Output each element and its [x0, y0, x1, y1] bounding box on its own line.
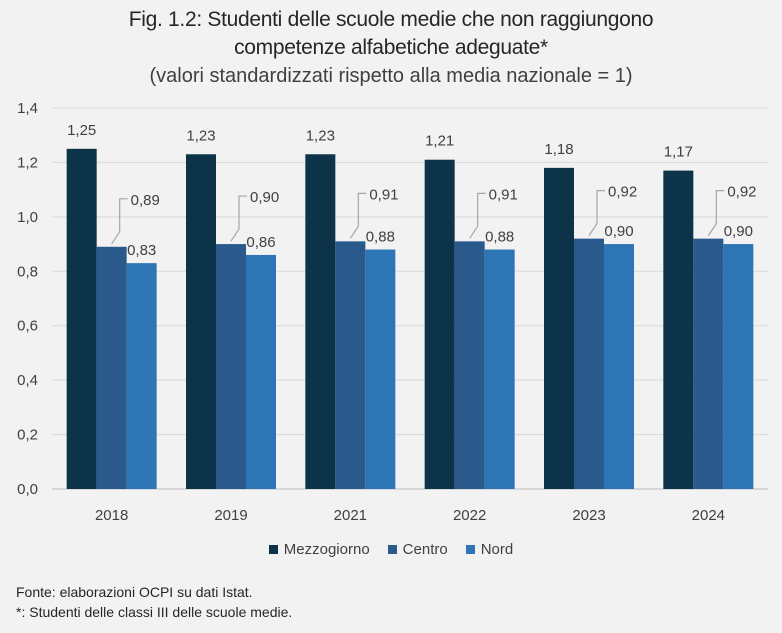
x-tick-label: 2023	[572, 507, 605, 524]
data-label: 1,17	[664, 144, 693, 161]
chart-title: Fig. 1.2: Studenti delle scuole medie ch…	[0, 6, 782, 90]
leader-line	[349, 192, 367, 239]
bar-centro	[335, 241, 366, 489]
bar-centro	[454, 241, 485, 489]
data-label: 1,18	[544, 141, 573, 158]
x-tick-label: 2021	[334, 507, 367, 524]
data-label: 0,88	[366, 229, 395, 246]
leader-line	[707, 190, 725, 236]
bar-centro	[216, 244, 246, 489]
data-label: 0,92	[727, 184, 756, 201]
data-label: 0,89	[131, 192, 160, 209]
y-tick-label: 1,2	[17, 154, 38, 171]
leader-line	[230, 195, 247, 242]
data-label: 1,23	[186, 127, 215, 144]
legend-label: Centro	[402, 541, 448, 558]
leader-line	[469, 192, 486, 239]
bar-mezzogiorno	[544, 167, 574, 489]
y-tick-label: 0,4	[17, 372, 38, 389]
y-tick-label: 0,2	[17, 427, 38, 444]
y-tick-label: 0,6	[17, 318, 38, 335]
y-tick-label: 1,4	[17, 100, 38, 117]
bar-centro	[574, 238, 604, 489]
data-label: 0,90	[724, 223, 753, 240]
bar-nord	[365, 249, 396, 489]
data-label: 0,86	[246, 234, 275, 251]
bar-centro	[693, 238, 724, 489]
bar-mezzogiorno	[66, 148, 97, 490]
bar-nord	[126, 263, 157, 489]
bar-chart: 0,0 0,2 0,4 0,6 0,8 1,0 1,2 1,4 1,25 0,89 0,83 2018…	[17, 100, 768, 524]
x-tick-label: 2018	[95, 507, 128, 524]
data-label: 0,90	[250, 189, 279, 206]
y-tick-label: 0,8	[17, 263, 38, 280]
x-tick-label: 2022	[453, 507, 486, 524]
x-tick-label: 2024	[692, 507, 725, 524]
bar-mezzogiorno	[305, 154, 336, 489]
data-label: 1,23	[306, 127, 335, 144]
data-label: 0,91	[369, 186, 398, 203]
bar-nord	[484, 249, 515, 489]
leader-line	[111, 198, 128, 245]
bar-nord	[723, 244, 754, 489]
footnote: *: Studenti delle classi III delle scuol…	[16, 604, 293, 620]
bar-nord	[604, 244, 634, 489]
bar-nord	[246, 254, 276, 489]
leader-line	[588, 190, 605, 236]
data-label: 0,91	[489, 186, 518, 203]
legend-item: Mezzogiorno	[268, 541, 370, 558]
x-tick-label: 2019	[214, 507, 247, 524]
data-label: 1,21	[425, 133, 454, 150]
data-label: 0,83	[127, 242, 156, 259]
y-tick-label: 0,0	[17, 481, 38, 498]
legend-swatch	[387, 545, 397, 554]
legend-label: Mezzogiorno	[283, 541, 370, 558]
title-line-2: competenze alfabetiche adeguate*	[234, 36, 548, 59]
bar-centro	[96, 246, 127, 489]
legend-item: Centro	[387, 541, 448, 558]
data-label: 1,25	[67, 122, 96, 139]
legend-label: Nord	[480, 541, 514, 558]
y-tick-label: 1,0	[17, 209, 38, 226]
legend-item: Nord	[465, 541, 514, 558]
data-label: 0,88	[485, 229, 514, 246]
bar-mezzogiorno	[186, 154, 216, 489]
chart-notes: Fonte: elaborazioni OCPI su dati Istat. …	[16, 582, 292, 622]
legend-swatch	[465, 545, 475, 554]
bar-mezzogiorno	[663, 170, 694, 490]
legend-swatch	[268, 545, 278, 554]
chart-legend: Mezzogiorno Centro Nord	[0, 541, 782, 558]
bar-mezzogiorno	[424, 159, 455, 489]
chart-subtitle: (valori standardizzati rispetto alla med…	[149, 65, 633, 87]
data-label: 0,90	[604, 223, 633, 240]
title-line-1: Fig. 1.2: Studenti delle scuole medie ch…	[128, 8, 654, 31]
data-label: 0,92	[608, 184, 637, 201]
source-note: Fonte: elaborazioni OCPI su dati Istat.	[16, 584, 253, 600]
